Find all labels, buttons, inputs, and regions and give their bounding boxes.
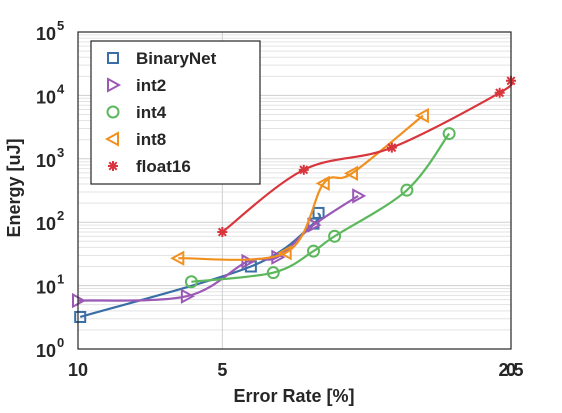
- y-tick-exponent: 3: [57, 145, 64, 160]
- y-tick-exponent: 2: [57, 208, 64, 223]
- y-tick-exponent: 5: [57, 18, 64, 33]
- data-point: [74, 310, 87, 323]
- x-tick-label: 2.5: [498, 360, 523, 380]
- legend-label: int2: [136, 76, 166, 95]
- data-point: [307, 217, 322, 233]
- data-point: [180, 288, 195, 304]
- x-tick-label: 0: [506, 360, 516, 380]
- data-point: [298, 164, 309, 175]
- data-point: [266, 266, 280, 280]
- series-float16: [217, 75, 516, 238]
- data-point: [343, 165, 359, 182]
- data-point: [108, 161, 118, 171]
- data-point: [217, 227, 228, 238]
- y-tick-exponent: 4: [57, 81, 65, 96]
- legend-label: float16: [136, 157, 191, 176]
- data-point: [352, 188, 367, 204]
- series-line: [191, 132, 451, 283]
- plot-frame: [77, 31, 512, 350]
- x-tick-label: 5: [217, 360, 227, 380]
- data-point: [107, 77, 122, 93]
- legend-label: int4: [136, 103, 167, 122]
- data-point: [170, 250, 185, 266]
- series-int8: [170, 107, 429, 266]
- legend: BinaryNet int2 int4 int8 float16: [90, 40, 261, 185]
- data-point: [241, 253, 256, 270]
- x-tick-label: 10: [68, 360, 88, 380]
- data-point: [442, 127, 456, 141]
- y-tick-exponent: 1: [57, 272, 64, 287]
- data-point: [277, 245, 292, 261]
- data-point: [328, 229, 342, 243]
- y-axis-label: Energy [uJ]: [4, 138, 24, 237]
- legend-label: int8: [136, 130, 166, 149]
- legend-item-int2: int2: [107, 76, 166, 95]
- data-point: [414, 107, 429, 124]
- legend-item-int4: int4: [106, 103, 167, 122]
- data-point: [106, 105, 120, 119]
- data-point: [386, 142, 397, 153]
- data-point: [315, 175, 330, 192]
- data-point: [184, 275, 198, 289]
- data-point: [312, 206, 325, 219]
- data-point: [104, 131, 119, 147]
- y-tick-label: 10: [36, 278, 56, 298]
- data-point: [306, 244, 320, 258]
- legend-item-binarynet: BinaryNet: [107, 49, 217, 68]
- plot-border: [77, 31, 512, 350]
- series-layer: [72, 75, 516, 323]
- legend-item-int8: int8: [104, 130, 166, 149]
- grid-layer: [77, 31, 512, 350]
- y-tick-label: 10: [36, 341, 56, 361]
- legend-label: BinaryNet: [136, 49, 217, 68]
- data-point: [494, 87, 505, 98]
- y-tick-exponent: 0: [57, 335, 64, 350]
- y-tick-label: 10: [36, 214, 56, 234]
- y-tick-label: 10: [36, 151, 56, 171]
- data-point: [107, 52, 119, 64]
- data-point: [400, 183, 414, 197]
- y-tick-label: 10: [36, 24, 56, 44]
- legend-item-float16: float16: [108, 157, 191, 176]
- x-axis-label: Error Rate [%]: [233, 386, 354, 406]
- series-int4: [184, 127, 456, 289]
- y-tick-label: 10: [36, 87, 56, 107]
